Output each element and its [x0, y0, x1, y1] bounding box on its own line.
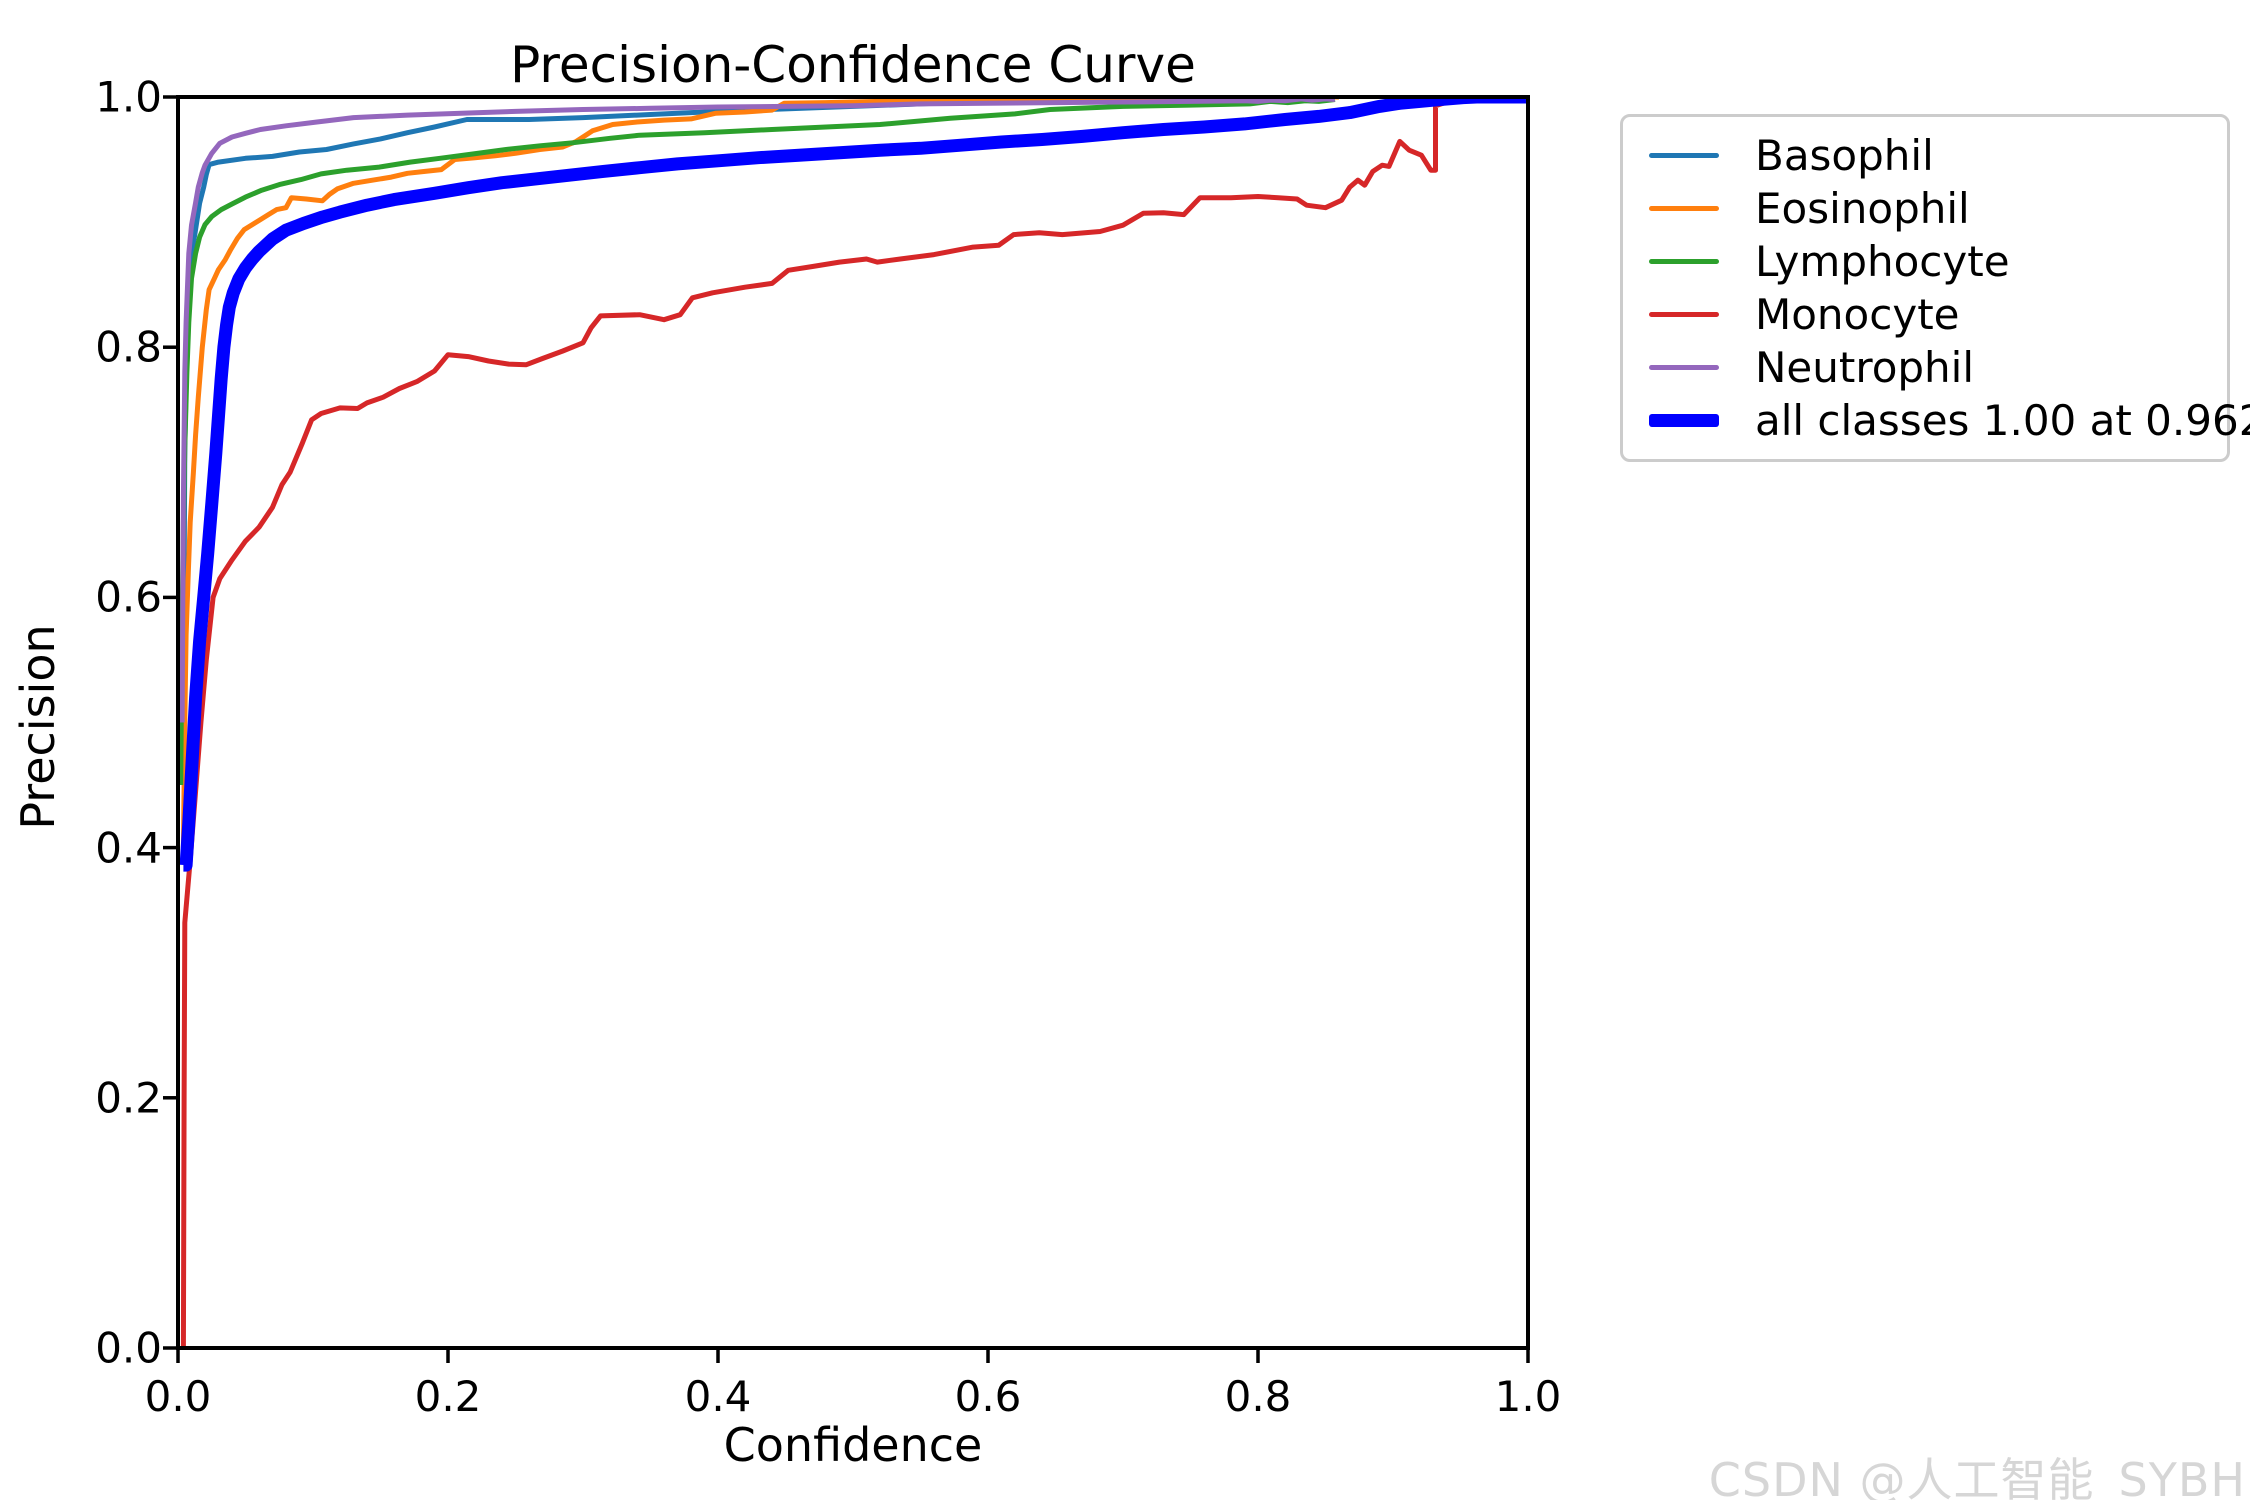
legend-row: all classes 1.00 at 0.962 [1623, 396, 2250, 445]
legend-row: Monocyte [1623, 290, 2227, 339]
legend-row: Eosinophil [1623, 184, 2227, 233]
legend-swatch-icon [1649, 153, 1719, 158]
watermark: CSDN @人工智能_SYBH [1708, 1453, 2246, 1500]
legend-swatch-icon [1649, 206, 1719, 211]
x-tick-label: 0.2 [414, 1372, 482, 1421]
y-tick-label: 0.8 [95, 322, 162, 372]
y-tick-label: 0.2 [95, 1073, 162, 1123]
y-tick-label: 0.6 [95, 572, 162, 622]
x-tick-label: 0.6 [954, 1372, 1022, 1421]
x-tick-label: 0.4 [684, 1372, 752, 1421]
legend-row: Basophil [1623, 131, 2227, 180]
y-tick-label: 0.4 [95, 823, 162, 873]
legend-row: Lymphocyte [1623, 237, 2227, 286]
y-tick-label: 1.0 [95, 72, 162, 122]
legend-swatch-icon [1649, 312, 1719, 317]
legend-swatch-icon [1649, 365, 1719, 370]
legend-swatch-icon [1649, 414, 1719, 427]
axes-group [163, 95, 1530, 1363]
x-tick-label: 1.0 [1494, 1372, 1562, 1421]
legend-label: Neutrophil [1755, 343, 1975, 392]
legend-label: Monocyte [1755, 290, 1960, 339]
curve-monocyte [180, 97, 1528, 1348]
legend-label: Basophil [1755, 131, 1934, 180]
curve-neutrophil [179, 97, 1336, 723]
curves-group [178, 97, 1528, 1348]
x-tick-label: 0.8 [1224, 1372, 1292, 1421]
legend-swatch-icon [1649, 259, 1719, 264]
axes-spines [176, 95, 1530, 1350]
y-tick-label: 0.0 [95, 1323, 162, 1373]
x-axis-label: Confidence [723, 1418, 983, 1472]
chart-title: Precision-Confidence Curve [510, 36, 1196, 94]
curve-lymphocyte [178, 97, 1336, 786]
y-axis-label: Precision [11, 624, 65, 830]
legend: Basophil Eosinophil Lymphocyte Monocyte Neut… [1620, 114, 2250, 462]
curve-all [179, 97, 1528, 872]
legend-label: all classes 1.00 at 0.962 [1755, 396, 2250, 445]
legend-label: Lymphocyte [1755, 237, 2010, 286]
legend-label: Eosinophil [1755, 184, 1970, 233]
x-tick-label: 0.0 [144, 1372, 212, 1421]
legend-row: Neutrophil [1623, 343, 2227, 392]
